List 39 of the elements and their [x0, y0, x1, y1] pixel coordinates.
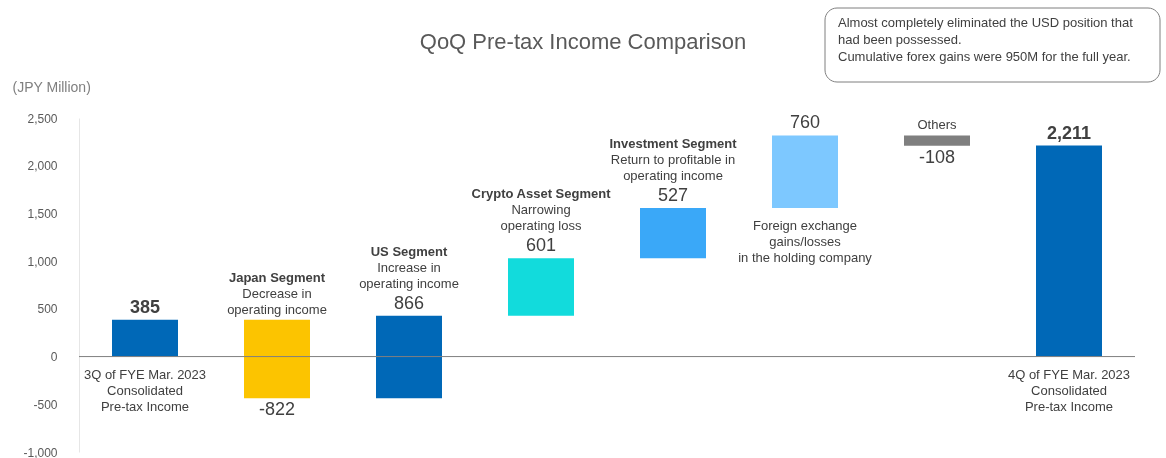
x-tick-label: 3Q of FYE Mar. 2023 Consolidated Pre-tax Income: [83, 366, 207, 414]
y-tick-label: 2,500: [27, 111, 58, 126]
annotation: Increase in operating income: [359, 259, 459, 291]
data-label: 866: [393, 292, 425, 313]
annotation: Narrowing operating loss: [500, 202, 582, 234]
data-label: 601: [525, 235, 557, 256]
bar: [244, 319, 310, 399]
bar: [904, 135, 970, 146]
data-label: 760: [789, 112, 821, 133]
x-tick-label: US Segment: [370, 243, 448, 259]
x-tick-label: Others: [917, 117, 957, 133]
y-tick-label: 500: [37, 302, 58, 317]
y-tick-label: 1,000: [27, 254, 58, 269]
data-label: -822: [258, 399, 296, 420]
bar: [376, 315, 442, 399]
bar: [508, 258, 574, 316]
y-tick-label: 2,000: [27, 159, 58, 174]
x-tick-label: Investment Segment: [609, 135, 738, 151]
x-tick-label: Crypto Asset Segment: [471, 186, 612, 202]
y-axis-title: (JPY Million): [12, 78, 91, 95]
data-label: 527: [657, 184, 689, 205]
bar: [772, 135, 838, 208]
annotation: Return to profitable in operating income: [610, 151, 736, 183]
data-label: 385: [129, 296, 161, 317]
x-tick-label: Foreign exchange gains/losses in the holding company: [738, 217, 873, 265]
bar: [640, 207, 706, 259]
data-label: -108: [918, 146, 956, 167]
y-tick-label: -1,000: [23, 445, 58, 458]
y-tick-label: 1,500: [27, 206, 58, 221]
x-tick-label: 4Q of FYE Mar. 2023 Consolidated Pre-tax Income: [1007, 366, 1131, 414]
y-tick-label: -500: [33, 397, 58, 412]
chart-title: QoQ Pre-tax Income Comparison: [419, 29, 747, 54]
data-label: 2,211: [1046, 122, 1092, 143]
y-tick-label: 0: [50, 350, 58, 365]
text: Almost completely eliminated the USD position that had been possessed. Cumulative forex gains were 950M for the full year.: [838, 15, 1134, 64]
bar: [1036, 145, 1102, 357]
annotation: Decrease in operating income: [227, 285, 327, 317]
bar: [112, 319, 178, 357]
x-tick-label: Japan Segment: [228, 269, 326, 285]
